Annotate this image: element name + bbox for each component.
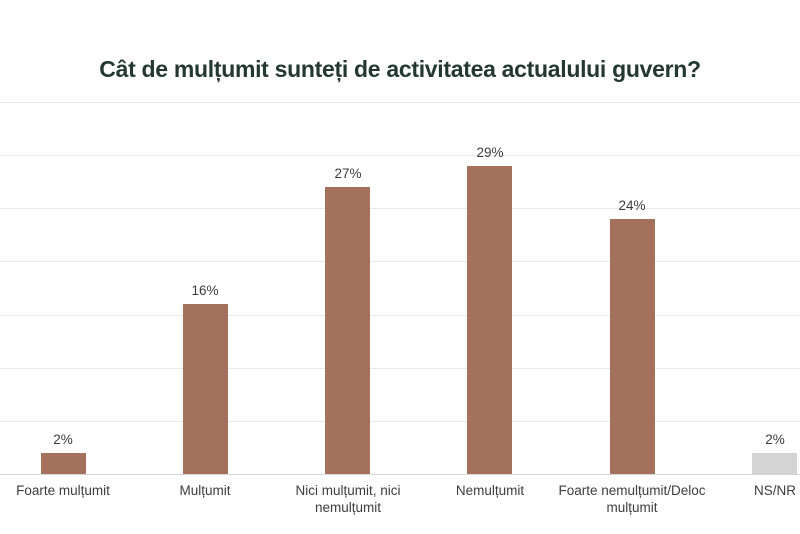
x-axis-line [0,474,800,475]
gridline [0,208,800,209]
bar-1 [41,453,86,474]
gridline [0,368,800,369]
gridline [0,102,800,103]
x-axis-label: NS/NR [753,483,796,498]
chart-title: Cât de mulțumit sunteți de activitatea a… [99,56,701,82]
bar-3 [325,187,370,474]
gridline [0,421,800,422]
bar-value-label: 2% [53,432,73,447]
gridline [0,315,800,316]
bar-value-label: 29% [476,145,504,160]
bar-value-label: 2% [765,432,785,447]
bar-6 [752,453,797,474]
x-axis-label: Nemulțumit [455,483,525,498]
bar-5 [610,219,655,474]
bar-value-label: 16% [191,283,219,298]
bar-2 [183,304,228,474]
bar-value-label: 24% [618,198,646,213]
gridline [0,155,800,156]
x-axis-label: Foarte mulțumit [16,483,110,498]
gridline [0,261,800,262]
bar-value-label: 27% [334,166,362,181]
bar-4 [467,166,512,474]
x-axis-label: Nici mulțumit, nici nemulțumit [295,483,401,515]
x-axis-label: Mulțumit [179,483,231,498]
x-axis-label: Foarte nemulțumit/Deloc mulțumit [558,483,706,515]
